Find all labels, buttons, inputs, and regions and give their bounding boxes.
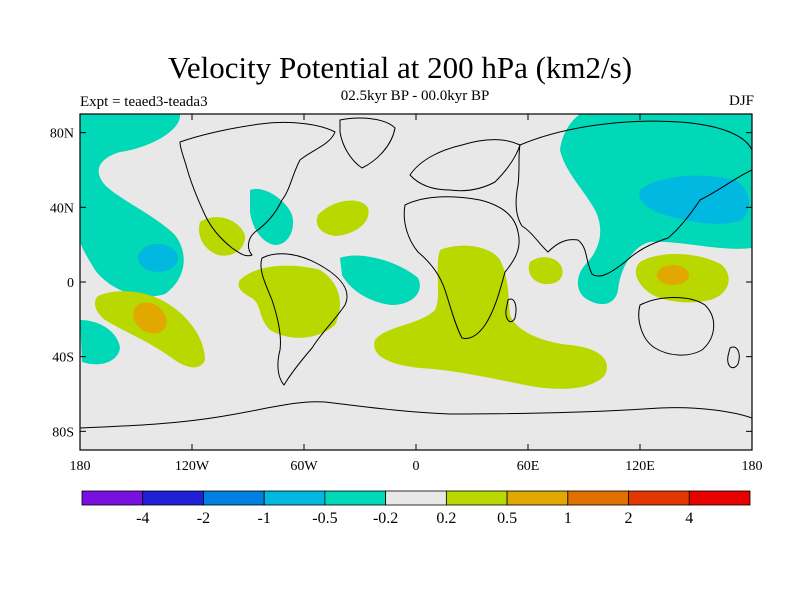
south-america-coastline — [260, 253, 348, 386]
colorbar-swatch — [567, 490, 629, 506]
negative-region-south-atlantic — [340, 255, 420, 305]
contour-fill-layer — [80, 114, 752, 429]
north-america-coastline — [179, 121, 336, 257]
positive-region-arabian-sea — [528, 257, 563, 285]
lon-tick-label: 120W — [175, 459, 210, 474]
colorbar-swatch — [506, 490, 569, 506]
lat-tick-label: 40N — [50, 201, 74, 216]
colorbar-swatch — [385, 490, 447, 506]
colorbar-swatch — [81, 490, 144, 506]
colorbar-label: 2 — [625, 510, 633, 527]
lon-tick-label: 180 — [70, 459, 91, 474]
colorbar-label: 4 — [685, 510, 693, 527]
positive-region-south-america — [238, 265, 340, 338]
negative-region-south-pacific — [80, 320, 120, 365]
colorbar-swatch — [688, 490, 751, 506]
map-subtitle: 02.5kyr BP - 00.0kyr BP — [340, 88, 490, 104]
map-axes: 180 120W 60W 0 60E 120E 180 80N 40N 0 40S 80S — [50, 114, 763, 474]
colorbar-swatch — [203, 490, 265, 506]
positive-core-maritime-continent — [657, 265, 689, 285]
map-title: Velocity Potential at 200 hPa (km2/s) — [167, 50, 633, 85]
lat-tick-label: 80N — [50, 127, 74, 142]
colorbar-label: -1 — [258, 510, 271, 527]
colorbar-swatch — [142, 490, 204, 506]
antarctica-coastline — [80, 401, 752, 429]
positive-region-africa-indian-ocean — [374, 245, 607, 389]
colorbar-label: 0.2 — [436, 510, 456, 527]
colorbar-swatch — [324, 490, 387, 506]
colorbar-swatch — [263, 490, 326, 506]
lon-tick-label: 60E — [517, 459, 540, 474]
lat-tick-label: 80S — [52, 425, 74, 440]
asia-coastline — [515, 120, 752, 277]
greenland-coastline — [339, 117, 396, 169]
season-label: DJF — [728, 93, 754, 109]
colorbar-label: 0.5 — [497, 510, 517, 527]
positive-core-south-pacific — [133, 302, 167, 334]
colorbar-swatch — [628, 490, 690, 506]
colorbar: -4 -2 -1 -0.5 -0.2 0.2 0.5 1 2 4 — [81, 490, 751, 527]
colorbar-label: -2 — [197, 510, 210, 527]
colorbar-label: 1 — [564, 510, 572, 527]
europe-coastline — [409, 139, 521, 192]
positive-region-mexico — [198, 217, 246, 256]
positive-region-north-atlantic — [316, 200, 369, 236]
colorbar-label: -0.2 — [373, 510, 398, 527]
experiment-label: Expt = teaed3-teada3 — [80, 94, 208, 110]
colorbar-swatch — [445, 490, 508, 506]
lon-tick-label: 0 — [413, 459, 420, 474]
australia-coastline — [638, 297, 715, 356]
lon-tick-label: 120E — [625, 459, 655, 474]
new-zealand-coastline — [727, 346, 740, 369]
lon-tick-label: 180 — [742, 459, 763, 474]
colorbar-label: -4 — [136, 510, 149, 527]
colorbar-label: -0.5 — [312, 510, 337, 527]
africa-coastline — [403, 196, 520, 339]
lat-tick-label: 40S — [52, 351, 74, 366]
coastline-layer — [80, 117, 752, 429]
negative-core-central-pacific — [138, 244, 178, 272]
lat-tick-label: 0 — [67, 276, 74, 291]
lon-tick-label: 60W — [290, 459, 318, 474]
madagascar-coastline — [505, 298, 517, 323]
